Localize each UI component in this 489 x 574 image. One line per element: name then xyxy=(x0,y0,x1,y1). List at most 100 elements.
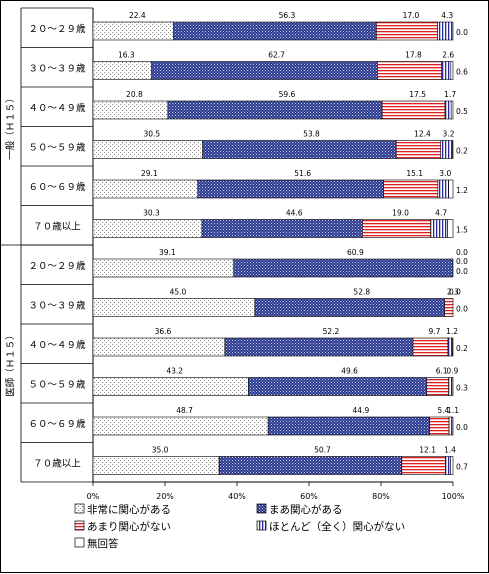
bar-segment xyxy=(383,179,439,199)
bar-segment xyxy=(92,456,220,475)
data-label: 16.3 xyxy=(118,51,135,60)
category-label: ５０～５９歳 xyxy=(28,378,86,390)
data-label: 15.1 xyxy=(406,169,423,178)
data-label: 17.0 xyxy=(403,11,420,20)
data-label: 39.1 xyxy=(159,248,176,257)
data-label: 0.0 xyxy=(456,305,468,314)
bar-segment xyxy=(377,61,442,80)
bar-segment xyxy=(444,100,452,120)
bar-segment xyxy=(92,21,174,41)
data-label: 0.0 xyxy=(456,257,468,266)
bar-segment xyxy=(92,258,235,278)
category-label: ５０～５９歳 xyxy=(28,141,86,153)
data-label: 0.2 xyxy=(456,344,468,353)
legend-label: まあ関心がある xyxy=(269,503,343,516)
bar-segment xyxy=(395,140,442,159)
bar-segment xyxy=(92,140,203,159)
bar-segment xyxy=(444,298,454,317)
data-label: 0.2 xyxy=(456,147,468,156)
category-label: ７０歳以上 xyxy=(33,220,81,232)
legend-swatch xyxy=(74,503,85,514)
bar-segment xyxy=(448,377,453,396)
data-label: 60.9 xyxy=(347,248,364,257)
x-tick-label: 60% xyxy=(300,492,318,501)
legend-swatch xyxy=(256,503,267,514)
data-label: 53.8 xyxy=(303,130,320,139)
bar-segment xyxy=(92,337,226,357)
data-label: 2.3 xyxy=(447,288,459,297)
data-label: 1.2 xyxy=(446,327,458,336)
data-label: 3.2 xyxy=(443,130,455,139)
category-label: ２０～２９歳 xyxy=(28,23,86,35)
data-label: 44.9 xyxy=(353,406,370,415)
bar-segment xyxy=(92,377,249,396)
data-label: 0.5 xyxy=(456,107,468,116)
x-tick-label: 40% xyxy=(228,492,246,501)
bar-segment xyxy=(248,377,428,396)
bar-segment xyxy=(381,100,446,120)
data-label: 12.4 xyxy=(414,130,431,139)
bar-segment xyxy=(448,179,454,199)
bar-segment xyxy=(437,179,449,199)
data-label: 4.7 xyxy=(435,209,447,218)
bar-segment xyxy=(450,100,454,120)
bar-segment xyxy=(445,456,451,475)
data-label: 36.6 xyxy=(155,327,172,336)
bar-segment xyxy=(92,416,269,436)
data-label: 0.0 xyxy=(456,267,468,276)
bar-segment xyxy=(167,100,383,120)
group-label: 一般（Ｈ１５） xyxy=(5,93,17,160)
data-label: 0.7 xyxy=(456,463,468,472)
data-label: 5.4 xyxy=(437,406,449,415)
data-label: 2.6 xyxy=(442,51,454,60)
bar-segment xyxy=(92,179,199,199)
data-label: 20.8 xyxy=(126,90,143,99)
bar-segment xyxy=(362,219,432,238)
data-label: 1.4 xyxy=(444,446,456,455)
data-label: 0.0 xyxy=(456,423,468,432)
legend-swatch xyxy=(256,520,267,531)
legend-swatch xyxy=(74,520,85,531)
data-label: 22.4 xyxy=(129,11,146,20)
data-label: 45.0 xyxy=(170,288,187,297)
legend-label: ほとんど（全く）関心がない xyxy=(269,520,405,533)
data-label: 17.5 xyxy=(409,90,426,99)
data-label: 17.8 xyxy=(405,51,422,60)
category-label: ３０～３９歳 xyxy=(28,299,86,311)
bar-segment xyxy=(447,337,453,357)
bar-segment xyxy=(197,179,384,199)
bar-segment xyxy=(92,61,152,80)
bar-segment xyxy=(440,140,453,159)
category-label: ３０～３９歳 xyxy=(28,62,86,74)
bar-segment xyxy=(451,337,454,357)
bar-segment xyxy=(450,456,454,475)
data-label: 52.8 xyxy=(353,288,370,297)
data-label: 49.6 xyxy=(341,367,358,376)
data-label: 0.6 xyxy=(456,68,468,77)
category-label: ７０歳以上 xyxy=(33,457,81,469)
bar-segment xyxy=(450,61,454,80)
bar-segment xyxy=(173,21,377,41)
data-label: 0.0 xyxy=(456,28,468,37)
data-label: 4.3 xyxy=(441,11,453,20)
data-label: 1.7 xyxy=(444,90,456,99)
data-label: 29.1 xyxy=(141,169,158,178)
bar-segment xyxy=(448,416,454,436)
data-label: 1.2 xyxy=(456,186,468,195)
bar-segment xyxy=(233,258,454,278)
bar-segment xyxy=(224,337,414,357)
data-label: 48.7 xyxy=(176,406,193,415)
bar-segment xyxy=(451,377,454,396)
data-label: 59.6 xyxy=(279,90,296,99)
bar-segment xyxy=(401,456,446,475)
bar-segment xyxy=(441,61,452,80)
legend-swatch xyxy=(74,537,85,548)
data-label: 0.0 xyxy=(449,288,461,297)
category-label: ４０～４９歳 xyxy=(28,339,86,351)
bar-segment xyxy=(412,337,449,357)
data-label: 51.6 xyxy=(294,169,311,178)
category-label: ６０～６９歳 xyxy=(28,181,86,193)
bar-segment xyxy=(202,140,397,159)
data-label: 30.3 xyxy=(143,209,160,218)
